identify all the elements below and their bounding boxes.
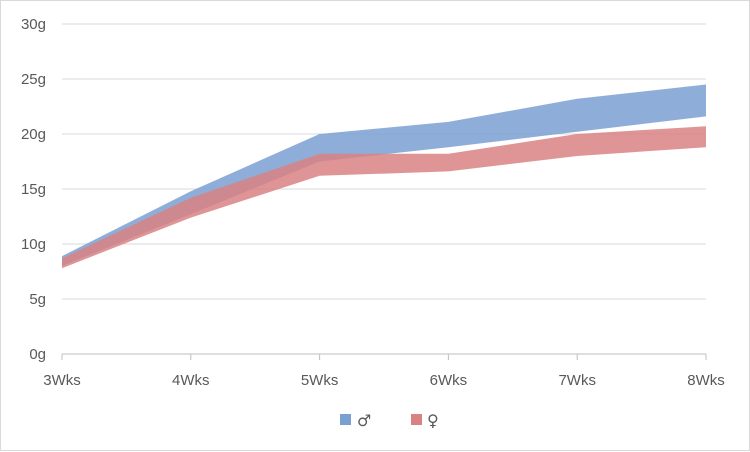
y-tick-label: 20g [21, 126, 46, 143]
legend-label-male: ♂ [357, 411, 371, 430]
series-band-female [62, 126, 706, 269]
gridlines [62, 23, 706, 300]
y-tick-label: 15g [21, 181, 46, 198]
x-tick-label: 3Wks [43, 372, 81, 389]
y-tick-label: 25g [21, 71, 46, 88]
legend-swatch-female [411, 414, 422, 425]
y-tick-label: 5g [29, 291, 46, 308]
x-tick-label: 4Wks [172, 372, 210, 389]
axes [61, 353, 707, 360]
y-tick-label: 30g [21, 16, 46, 33]
series-band-male [62, 84, 706, 266]
y-tick-label: 10g [21, 236, 46, 253]
tick-labels: 0g 5g 10g 15g 20g 25g 30g 3Wks 4Wks 5Wks 6Wks 7Wks 8… [21, 16, 725, 389]
y-tick-label: 0g [29, 346, 46, 363]
legend-label-female: ♀ [427, 411, 439, 430]
x-tick-label: 6Wks [430, 372, 468, 389]
legend: ♂ ♀ [340, 411, 439, 430]
x-tick-label: 5Wks [301, 372, 339, 389]
series-areas [62, 84, 706, 269]
legend-swatch-male [340, 414, 351, 425]
x-tick-label: 7Wks [558, 372, 596, 389]
x-tick-label: 8Wks [687, 372, 725, 389]
